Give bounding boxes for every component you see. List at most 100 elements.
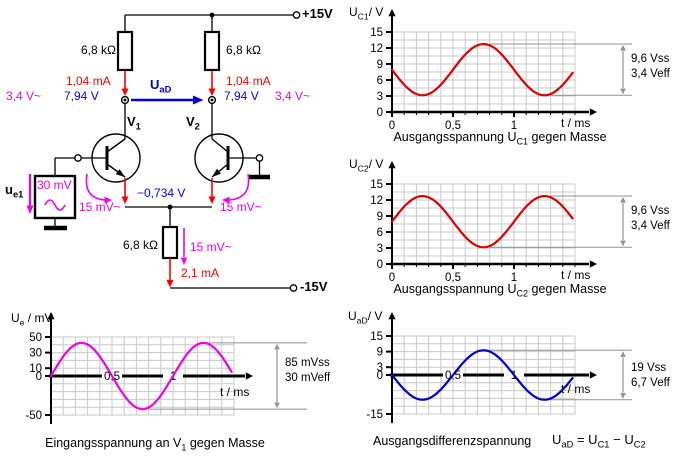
svg-text:t / ms: t / ms <box>220 385 249 399</box>
svg-text:12: 12 <box>370 195 383 207</box>
svg-text:50: 50 <box>29 332 42 344</box>
label-vbe-right: 15 mV~ <box>220 200 262 214</box>
label-vdc-left: 7,94 V <box>64 89 99 103</box>
label-resistor-rc2: 6,8 kΩ <box>226 43 261 57</box>
transistor-v2 <box>194 133 244 183</box>
uad-arrow <box>131 95 204 105</box>
svg-text:15: 15 <box>370 331 383 343</box>
svg-text:12: 12 <box>370 43 383 55</box>
label-vbe-left: 15 mV~ <box>79 200 121 214</box>
chart-uc1-title: Ausgangsspannung UC1 gegen Masse <box>393 130 607 147</box>
collector-nodes <box>120 95 217 105</box>
svg-text:9: 9 <box>377 59 383 71</box>
chart-uc1-y-axis-label: UC1/ V <box>349 5 384 22</box>
current-arrows <box>124 71 213 280</box>
svg-text:1: 1 <box>511 120 517 132</box>
terminal-base-v1 <box>74 154 82 162</box>
label-supply-pos: +15V <box>302 6 333 21</box>
chart-uc1-plot: 0 3 6 9 12 15 0 0,5 1 t / ms <box>370 9 632 132</box>
resistor-re <box>161 225 179 260</box>
svg-text:1: 1 <box>511 272 517 284</box>
chart-uc2-annotation: 9,6 Vss 3,4 Veff <box>631 205 670 232</box>
svg-text:0: 0 <box>377 370 383 382</box>
svg-text:-50: -50 <box>25 410 42 422</box>
label-current-emitter: 2,1 mA <box>181 266 220 280</box>
sine-symbol <box>44 199 66 211</box>
vbe-arc-right <box>227 173 250 201</box>
svg-text:10: 10 <box>29 363 42 375</box>
resistors <box>116 30 221 260</box>
resistor-rc2 <box>203 30 221 72</box>
label-current-right: 1,04 mA <box>226 74 271 88</box>
chart-uad-annotation: 19 Vss 6,7 Veff <box>631 362 670 389</box>
chart-ue: 50 30 10 0 -50 0,5 1 t / ms Ue / mV 85 mVss 30 … <box>0 305 345 460</box>
label-re-ac: 15 mV~ <box>190 240 232 254</box>
label-source-value: 30 mV <box>37 178 72 192</box>
label-v1: V1 <box>127 114 141 132</box>
resistor-rc1 <box>116 30 134 72</box>
terminal-plus15 <box>292 11 301 19</box>
chart-uc1-annotation: 9,6 Vss 3,4 Veff <box>631 53 670 80</box>
chart-uad-formula: UaD = UC1 − UC2 <box>552 432 646 450</box>
svg-text:3: 3 <box>377 243 383 255</box>
svg-text:6: 6 <box>377 227 383 239</box>
circuit-svg <box>26 11 301 292</box>
chart-uad-title: Ausgangsdifferenzspannung <box>373 434 532 448</box>
svg-text:0: 0 <box>377 259 383 271</box>
svg-text:-15: -15 <box>366 409 383 421</box>
svg-text:0: 0 <box>389 120 395 132</box>
label-vac-left: 3,4 V~ <box>6 89 42 103</box>
chart-uc2-title: Ausgangsspannung UC2 gegen Masse <box>393 282 607 299</box>
chart-uad: 15 9 3 0 -15 0,5 1 t / ms UaD/ V 19 Vss 6,7 Vef… <box>340 305 680 460</box>
label-source-ue1: ue1 <box>5 182 24 200</box>
svg-text:3: 3 <box>377 362 383 374</box>
svg-text:6: 6 <box>377 75 383 87</box>
chart-ue-title: Eingangsspannung an V1 gegen Masse <box>45 436 265 453</box>
input-source <box>33 174 77 220</box>
chart-uc2-plot: 0 3 6 9 12 15 0 0,5 1 t / ms <box>370 161 632 284</box>
label-resistor-rc1: 6,8 kΩ <box>81 43 116 57</box>
chart-uc1: 0 3 6 9 12 15 0 0,5 1 t / ms UC1/ V 9,6 Vss 3,4 V… <box>340 0 680 152</box>
label-v2: V2 <box>186 114 200 132</box>
transistor-v1 <box>91 133 141 183</box>
svg-text:15: 15 <box>370 27 383 39</box>
terminal-circles <box>74 11 301 292</box>
label-current-left: 1,04 mA <box>66 74 111 88</box>
terminal-base-v2 <box>255 154 264 162</box>
svg-text:t / ms: t / ms <box>561 116 590 130</box>
chart-ue-annotation: 85 mVss 30 mVeff <box>285 357 331 384</box>
junction-dot <box>209 12 215 18</box>
svg-text:0: 0 <box>377 107 383 119</box>
label-uad: UaD <box>150 77 172 95</box>
svg-text:0: 0 <box>389 272 395 284</box>
svg-text:0,5: 0,5 <box>445 272 461 284</box>
label-supply-neg: -15V <box>300 279 328 294</box>
junction-dot <box>167 204 173 210</box>
label-vac-right: 3,4 V~ <box>275 89 311 103</box>
svg-text:15: 15 <box>370 179 383 191</box>
wires <box>54 14 293 289</box>
svg-text:0,5: 0,5 <box>445 120 461 132</box>
label-resistor-re: 6,8 kΩ <box>123 238 158 252</box>
vbe-arc-left <box>85 173 107 201</box>
svg-text:t / ms: t / ms <box>561 268 590 282</box>
label-emitter-voltage: −0,734 V <box>137 186 186 200</box>
chart-uc2-y-axis-label: UC2/ V <box>349 157 384 174</box>
ac-arrows <box>26 173 250 265</box>
chart-ue-y-axis-label: Ue / mV <box>11 311 53 328</box>
svg-text:9: 9 <box>377 211 383 223</box>
chart-uad-y-axis-label: UaD/ V <box>348 309 383 326</box>
svg-text:t / ms: t / ms <box>561 382 590 396</box>
current-arrowheads <box>121 88 216 288</box>
chart-uc2: 0 3 6 9 12 15 0 0,5 1 t / ms UC2/ V 9,6 Vss 3,4 V… <box>340 152 680 304</box>
circuit-diagram: +15V -15V 6,8 kΩ 6,8 kΩ 1,04 mA 1,04 mA … <box>0 0 345 310</box>
svg-text:30: 30 <box>29 348 42 360</box>
svg-text:9: 9 <box>377 347 383 359</box>
terminal-minus15 <box>289 284 298 292</box>
label-vdc-right: 7,94 V <box>224 89 259 103</box>
svg-text:3: 3 <box>377 91 383 103</box>
svg-text:0: 0 <box>36 371 42 383</box>
